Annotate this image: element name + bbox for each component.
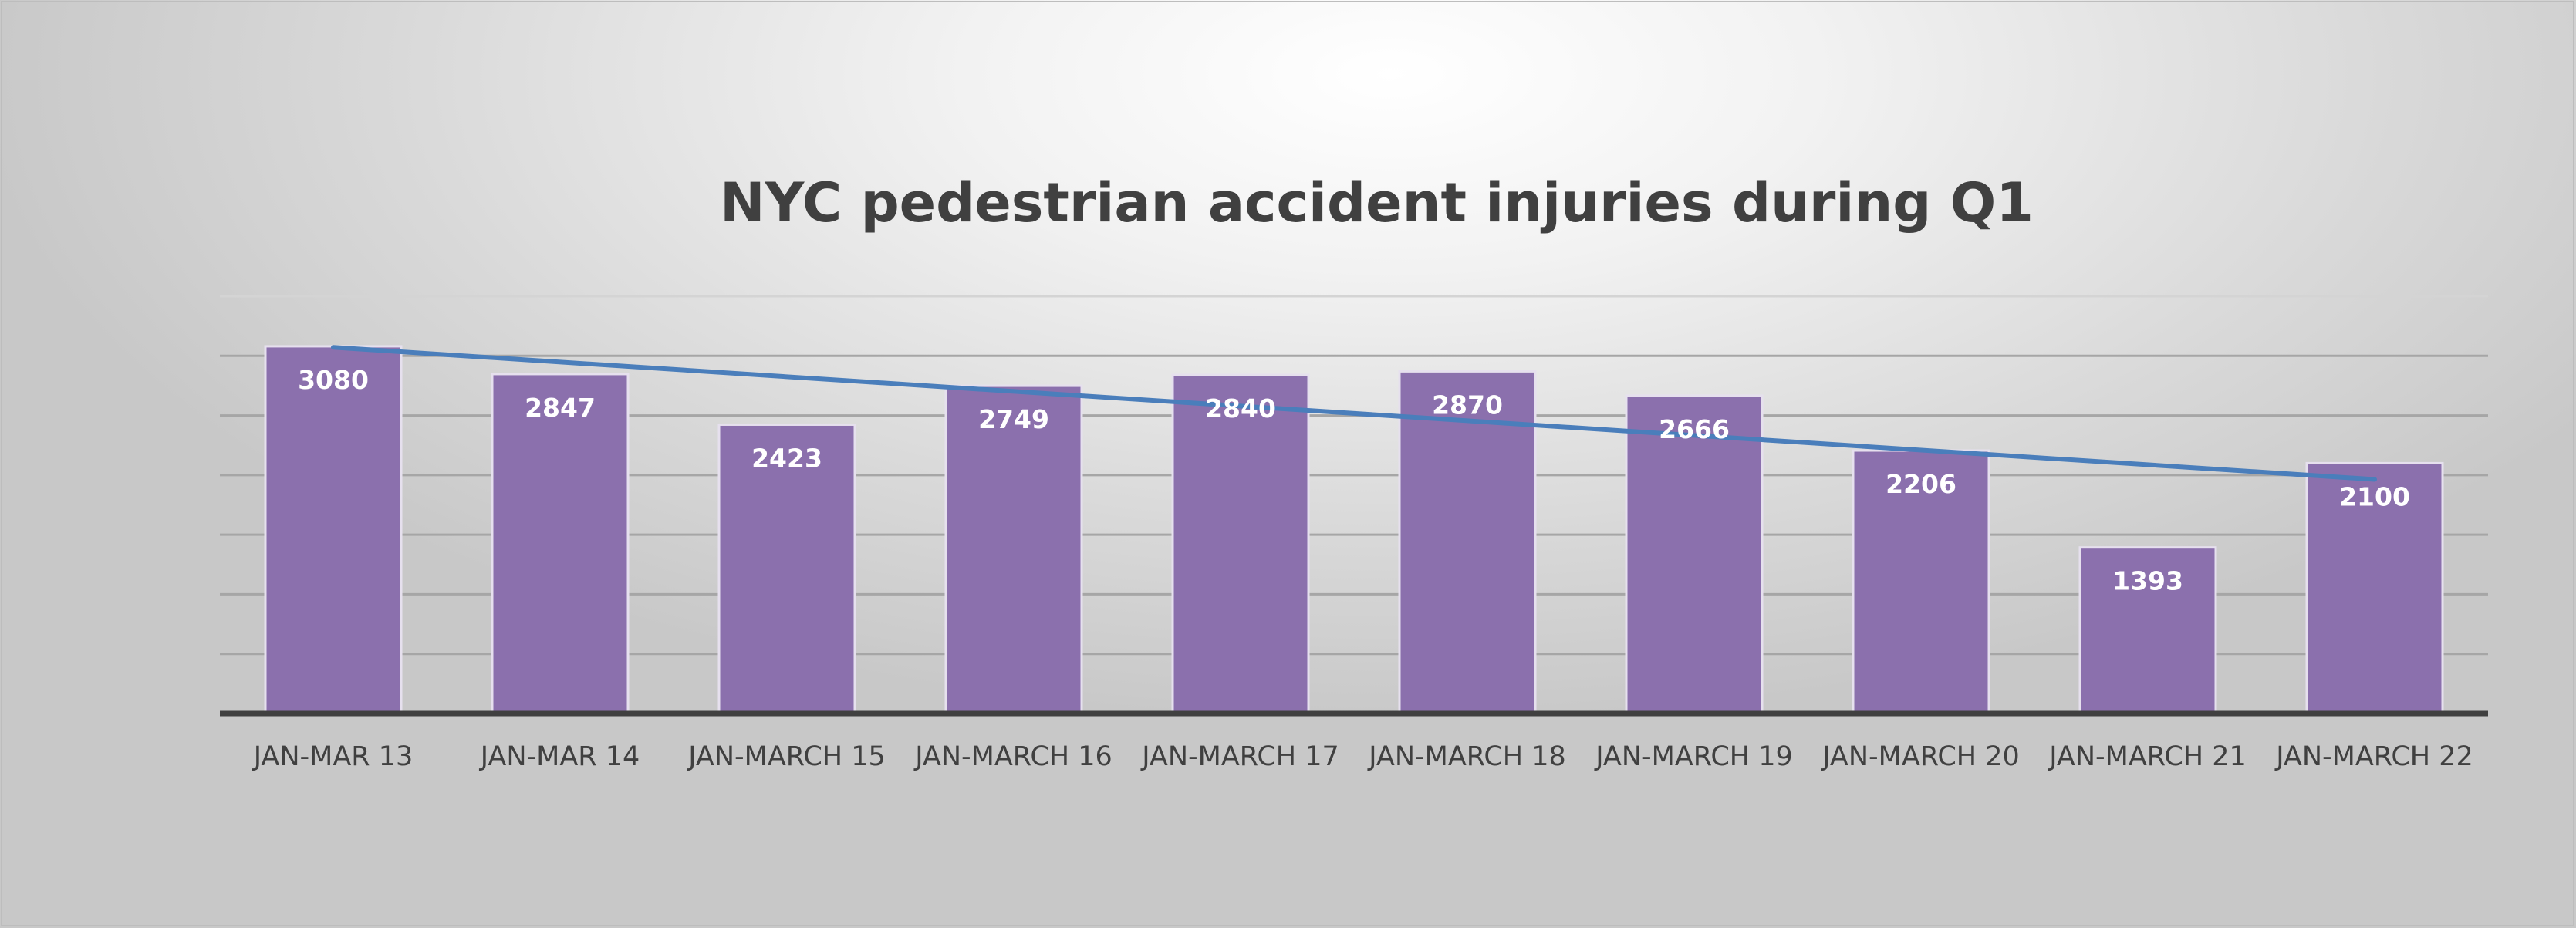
- category-label: JAN-MAR 14: [479, 741, 640, 772]
- bar: [717, 423, 856, 715]
- bar: [1625, 394, 1764, 715]
- category-label: JAN-MARCH 15: [687, 741, 886, 772]
- bars: [264, 345, 2444, 715]
- category-label: JAN-MARCH 21: [2048, 741, 2247, 772]
- data-labels: 3080 2847 2423 2749 2840 2870 2666 2206 1393 2100: [298, 365, 2410, 596]
- category-label: JAN-MAR 13: [252, 741, 414, 772]
- category-label: JAN-MARCH 22: [2274, 741, 2473, 772]
- trendline-group: [331, 345, 2377, 482]
- category-label: JAN-MARCH 19: [1594, 741, 1793, 772]
- category-label: JAN-MARCH 16: [913, 741, 1112, 772]
- data-label: 2206: [1886, 469, 1956, 499]
- bar: [1398, 370, 1537, 715]
- data-label: 2423: [751, 443, 822, 473]
- category-labels: JAN-MAR 13 JAN-MAR 14 JAN-MARCH 15 JAN-MARC…: [252, 741, 2473, 772]
- trendline: [331, 345, 2377, 482]
- chart-title: NYC pedestrian accident injuries during …: [720, 171, 2034, 235]
- data-label: 1393: [2112, 566, 2183, 596]
- bar: [2078, 546, 2217, 715]
- bar: [2305, 461, 2444, 715]
- data-label: 2870: [1432, 390, 1503, 420]
- bar: [1171, 373, 1310, 715]
- data-label: 3080: [298, 365, 369, 395]
- data-label: 2100: [2339, 481, 2410, 511]
- bar: [944, 384, 1083, 715]
- category-label: JAN-MARCH 20: [1821, 741, 2020, 772]
- category-label: JAN-MARCH 18: [1367, 741, 1566, 772]
- category-label: JAN-MARCH 17: [1140, 741, 1339, 772]
- bar: [491, 373, 630, 715]
- data-label: 2840: [1205, 393, 1276, 424]
- data-label: 2749: [978, 404, 1049, 434]
- data-label: 2666: [1659, 414, 1730, 444]
- bar: [264, 345, 403, 715]
- data-label: 2847: [525, 393, 596, 423]
